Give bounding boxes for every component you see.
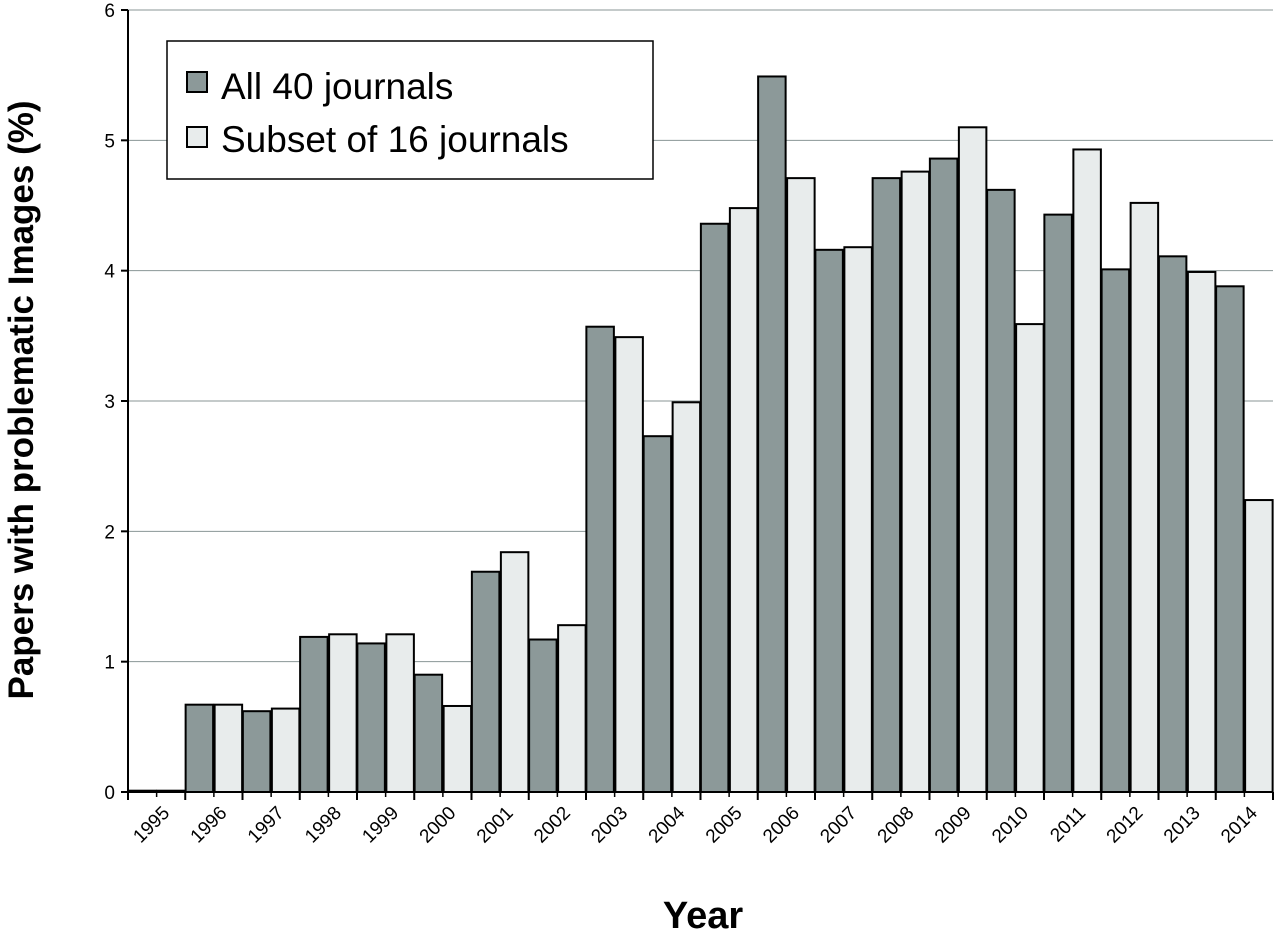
x-tick-label-2013: 2013 xyxy=(1160,803,1205,848)
x-tick-label-2004: 2004 xyxy=(645,802,690,847)
bar-subset-journals-2004 xyxy=(671,401,702,793)
bar-all-journals-2011 xyxy=(1043,213,1073,793)
bar-all-journals-1996 xyxy=(184,703,215,794)
x-tick-label-2011: 2011 xyxy=(1046,803,1090,847)
bar-all-journals-2003 xyxy=(585,325,615,793)
bar-all-journals-2002 xyxy=(528,638,558,794)
y-tick-label: 2 xyxy=(104,522,115,543)
bar-subset-journals-2006 xyxy=(786,177,816,793)
bar-subset-journals-2003 xyxy=(614,336,644,793)
x-tick-label-2009: 2009 xyxy=(931,803,976,848)
x-tick-label-2005: 2005 xyxy=(702,803,747,848)
x-tick-label-1996: 1996 xyxy=(187,803,232,848)
bar-subset-journals-1997 xyxy=(270,707,301,793)
bar-subset-journals-2005 xyxy=(728,207,759,793)
bar-subset-journals-2009 xyxy=(957,126,988,794)
bar-all-journals-2009 xyxy=(928,157,959,793)
x-tick-label-2001: 2001 xyxy=(473,803,518,848)
bar-subset-journals-2010 xyxy=(1015,323,1045,793)
bar-all-journals-2001 xyxy=(470,570,501,794)
x-tick-label-2002: 2002 xyxy=(530,803,575,848)
bar-subset-journals-2008 xyxy=(900,170,931,793)
x-tick-label-2014: 2014 xyxy=(1217,802,1262,847)
bar-subset-journals-2000 xyxy=(442,704,473,793)
bar-subset-journals-1999 xyxy=(385,633,415,794)
legend-label-all-journals: All 40 journals xyxy=(221,66,453,107)
legend: All 40 journals Subset of 16 journals xyxy=(166,40,654,180)
bar-all-journals-2000 xyxy=(413,673,444,794)
legend-swatch-all-journals xyxy=(186,71,208,93)
y-tick-label: 5 xyxy=(104,131,115,152)
bar-all-journals-2007 xyxy=(814,248,844,793)
bar-all-journals-2014 xyxy=(1215,285,1245,793)
x-tick-label-2012: 2012 xyxy=(1103,803,1148,848)
bar-subset-journals-2012 xyxy=(1129,201,1160,794)
bar-all-journals-2004 xyxy=(642,435,673,793)
bar-all-journals-2013 xyxy=(1157,255,1188,793)
bar-subset-journals-2001 xyxy=(499,551,530,793)
y-tick-label: 1 xyxy=(104,653,115,674)
bar-subset-journals-2011 xyxy=(1072,148,1102,793)
x-tick-label-1995: 1995 xyxy=(129,803,174,848)
bar-all-journals-2012 xyxy=(1100,268,1131,793)
y-tick-label: 0 xyxy=(104,783,115,804)
bar-all-journals-1997 xyxy=(241,710,272,794)
bar-all-journals-2010 xyxy=(986,188,1016,794)
bar-subset-journals-2014 xyxy=(1244,499,1274,793)
bar-all-journals-1998 xyxy=(299,635,329,793)
y-tick-label: 6 xyxy=(104,1,115,22)
legend-label-subset-journals: Subset of 16 journals xyxy=(221,119,569,160)
bar-subset-journals-2013 xyxy=(1186,270,1217,794)
x-axis-title: Year xyxy=(663,895,744,933)
x-tick-label-2007: 2007 xyxy=(816,803,861,848)
y-tick-label: 4 xyxy=(104,262,115,283)
bar-subset-journals-1998 xyxy=(328,633,358,794)
x-tick-label-2006: 2006 xyxy=(759,803,804,848)
axes xyxy=(121,9,1274,800)
x-tick-label-1998: 1998 xyxy=(301,803,346,848)
x-tick-label-2003: 2003 xyxy=(587,803,632,848)
bar-subset-journals-1996 xyxy=(213,703,244,794)
x-tick-label-2000: 2000 xyxy=(416,803,461,848)
bar-all-journals-2006 xyxy=(757,75,787,794)
bar-subset-journals-2007 xyxy=(843,246,873,793)
bar-all-journals-1999 xyxy=(356,642,386,793)
x-tick-label-2010: 2010 xyxy=(988,803,1033,848)
legend-box xyxy=(166,40,654,180)
legend-swatch-subset-journals xyxy=(186,126,208,148)
x-tick-label-1997: 1997 xyxy=(244,803,289,848)
x-tick-label-2008: 2008 xyxy=(874,803,919,848)
bar-subset-journals-2002 xyxy=(557,624,587,793)
bar-all-journals-2008 xyxy=(871,177,902,793)
y-axis-title: Papers with problematic Images (%) xyxy=(2,100,41,699)
bars xyxy=(127,75,1274,794)
bar-all-journals-2005 xyxy=(699,222,730,794)
y-tick-label: 3 xyxy=(104,392,115,413)
x-tick-label-1999: 1999 xyxy=(358,803,403,848)
